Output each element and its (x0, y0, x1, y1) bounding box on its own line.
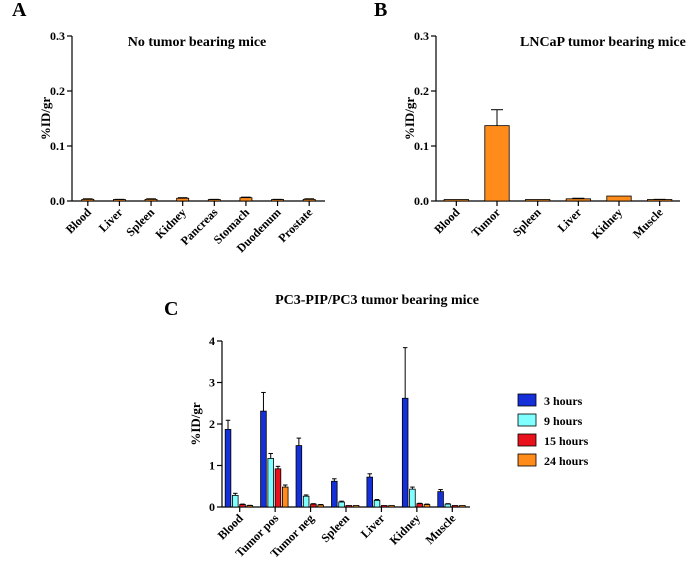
y-tick-label: 2 (209, 417, 215, 431)
bar (282, 486, 289, 508)
y-tick-label: 4 (209, 334, 215, 348)
bar (274, 468, 282, 508)
bar (176, 197, 190, 202)
bar (302, 495, 310, 508)
bar (409, 488, 416, 508)
panel-b: B LNCaP tumor bearing mice 0.0 0.1 0.2 0.3 %ID… (374, 0, 686, 242)
y-tick-label: 1 (209, 459, 215, 473)
bar (565, 198, 591, 202)
x-tick-label: Tumor (469, 205, 504, 240)
bar (267, 458, 274, 508)
legend-label: 15 hours (544, 434, 589, 448)
bar (373, 499, 381, 508)
bar (331, 480, 338, 508)
bar (525, 199, 551, 202)
y-tick-label: 0.0 (414, 194, 429, 208)
bar (423, 504, 431, 508)
bar (451, 505, 459, 508)
x-tick-label: Liver (96, 205, 126, 235)
x-tick-label: Kidney (387, 511, 423, 547)
legend-swatch (517, 413, 537, 427)
bar (310, 503, 317, 508)
y-tick-label: 0.2 (50, 84, 65, 98)
bar (345, 505, 353, 508)
bar (366, 476, 373, 508)
y-tick-label: 0.1 (50, 139, 65, 153)
y-axis-label: %ID/gr (402, 97, 417, 141)
bar (260, 410, 267, 508)
x-tick-label: Spleen (123, 205, 157, 239)
x-tick-label: Kidney (589, 205, 625, 241)
bar (232, 494, 239, 508)
y-tick-label: 3 (209, 376, 215, 390)
bar (437, 491, 444, 508)
y-axis-label: %ID/gr (38, 97, 53, 141)
y-tick-label: 0.1 (414, 139, 429, 153)
bar (338, 501, 345, 508)
y-axis-label: %ID/gr (188, 402, 203, 446)
y-tick-label: 0.3 (50, 29, 65, 43)
panel-letter: C (164, 298, 178, 320)
x-tick-label: Liver (555, 205, 585, 235)
y-tick-label: 0.0 (50, 194, 65, 208)
panel-a: A No tumor bearing mice 0.0 0.1 0.2 0.3 %ID/gr… (12, 0, 325, 255)
legend-label: 3 hours (544, 394, 583, 408)
legend-swatch (517, 433, 537, 447)
bar (444, 503, 452, 508)
bar (606, 195, 632, 202)
x-tick-label: Muscle (630, 205, 666, 241)
chart-title: No tumor bearing mice (128, 35, 267, 50)
panel-letter: A (12, 0, 27, 21)
chart-title: LNCaP tumor bearing mice (520, 35, 686, 50)
bar (302, 198, 316, 202)
bar (239, 197, 253, 202)
panel-letter: B (374, 0, 387, 21)
y-tick-label: 0.2 (414, 84, 429, 98)
bar (459, 505, 466, 508)
legend-swatch (517, 393, 537, 407)
x-tick-label: Liver (358, 511, 388, 541)
y-tick-label: 0 (209, 500, 215, 514)
y-tick-label: 0.3 (414, 29, 429, 43)
bar (381, 505, 388, 508)
x-tick-label: Prostate (275, 205, 315, 245)
bar (81, 198, 95, 202)
panel-c: C PC3-PIP/PC3 tumor bearing mice 0 1 2 3 4 %ID/… (164, 293, 589, 560)
legend-label: 9 hours (544, 414, 583, 428)
bar (388, 505, 395, 508)
bar (443, 199, 469, 202)
bar (224, 428, 232, 508)
x-tick-label: Spleen (510, 205, 544, 239)
bar (416, 503, 423, 508)
bar (401, 397, 409, 508)
legend-swatch (517, 453, 537, 467)
x-tick-label: Spleen (318, 511, 352, 545)
chart-title: PC3-PIP/PC3 tumor bearing mice (275, 293, 479, 308)
legend-label: 24 hours (544, 454, 589, 468)
bar (484, 125, 510, 202)
x-tick-label: Blood (63, 205, 94, 236)
x-tick-label: Blood (215, 511, 246, 542)
x-tick-label: Muscle (423, 511, 459, 547)
bar (295, 445, 303, 508)
bar (317, 504, 324, 508)
x-tick-label: Blood (431, 205, 462, 236)
bar (239, 504, 246, 508)
bar (352, 505, 360, 508)
bar (144, 198, 158, 202)
